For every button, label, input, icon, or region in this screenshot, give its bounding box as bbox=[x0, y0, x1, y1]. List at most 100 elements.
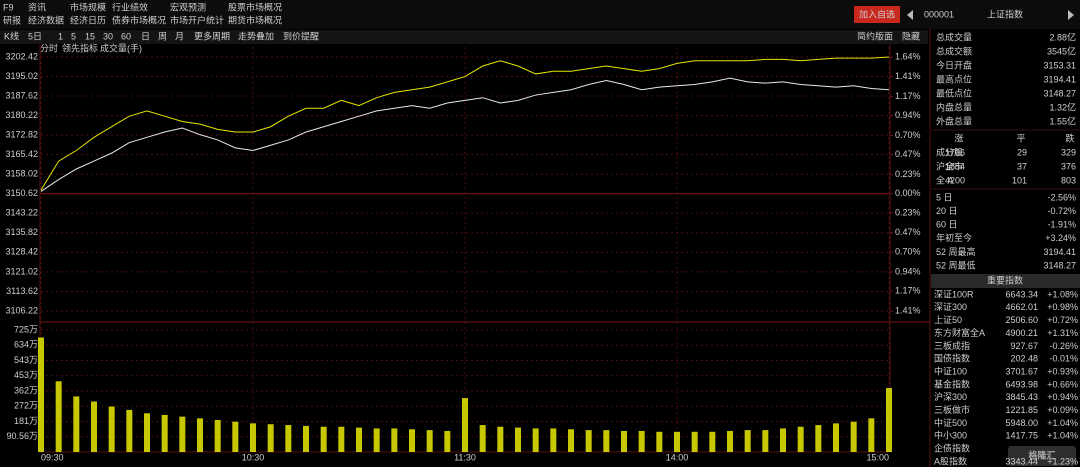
index-name[interactable]: 三板做市 bbox=[934, 404, 970, 415]
menu-item[interactable]: 市场开户统计 bbox=[170, 14, 224, 25]
price-line bbox=[40, 77, 890, 192]
index-name[interactable]: 深证100R bbox=[934, 289, 974, 299]
toolbar-item[interactable]: 简约版面 bbox=[857, 30, 893, 41]
volume-bar bbox=[38, 337, 44, 452]
volume-bar bbox=[797, 426, 804, 452]
index-name[interactable]: 基金指数 bbox=[934, 378, 970, 389]
index-name[interactable]: 上证50 bbox=[934, 315, 962, 325]
breadth-header: 跌 bbox=[1065, 133, 1074, 143]
breadth-cell: 4200 bbox=[945, 175, 965, 185]
volume-bar bbox=[320, 426, 327, 452]
toolbar-item[interactable]: 5 bbox=[71, 31, 76, 41]
volume-bar bbox=[303, 425, 309, 452]
return-value: -1.91% bbox=[1047, 220, 1076, 230]
x-tick-label: 15:00 bbox=[866, 452, 889, 462]
y2-tick-label: 0.94% bbox=[895, 110, 921, 120]
index-name[interactable]: 中证100 bbox=[934, 365, 967, 376]
toolbar-item[interactable]: 日 bbox=[141, 31, 150, 41]
menu-item[interactable]: 市场规模 bbox=[70, 1, 106, 12]
volume-bar bbox=[179, 416, 186, 452]
summary-label: 最低点位 bbox=[936, 87, 972, 98]
volume-bar bbox=[850, 421, 857, 452]
y-tick-label: 3158.02 bbox=[5, 169, 38, 179]
index-value: 1221.85 bbox=[1005, 405, 1038, 415]
toolbar-item[interactable]: 到价提醒 bbox=[283, 30, 319, 41]
volume-bar bbox=[868, 418, 875, 452]
volume-bar bbox=[144, 413, 150, 452]
volume-bar bbox=[603, 430, 610, 452]
y2-tick-label: 0.00% bbox=[895, 188, 921, 198]
y-tick-label: 3150.62 bbox=[5, 188, 38, 198]
volume-bar bbox=[744, 430, 751, 452]
toolbar-item[interactable]: 5日 bbox=[28, 31, 42, 41]
toolbar-item[interactable]: 15 bbox=[85, 31, 95, 41]
volume-bar bbox=[691, 431, 698, 452]
add-favorite-button[interactable] bbox=[854, 6, 900, 23]
index-value: 927.67 bbox=[1010, 341, 1038, 351]
toolbar-item[interactable]: 1 bbox=[58, 31, 63, 41]
menu-item[interactable]: 行业绩效 bbox=[112, 1, 148, 12]
index-value: 202.48 bbox=[1010, 354, 1038, 364]
menu-item[interactable]: 股票市场概况 bbox=[228, 1, 282, 12]
toolbar bbox=[0, 30, 928, 44]
menu-item[interactable]: 资讯 bbox=[28, 2, 46, 12]
summary-label: 外盘总量 bbox=[936, 115, 972, 126]
breadth-header: 平 bbox=[1016, 133, 1025, 143]
next-arrow[interactable] bbox=[1068, 10, 1074, 20]
stock-code: 000001 bbox=[924, 9, 954, 19]
y-tick-label: 3187.62 bbox=[5, 90, 38, 100]
toolbar-item[interactable]: 30 bbox=[103, 31, 113, 41]
return-value: -0.72% bbox=[1047, 206, 1076, 216]
x-tick-label: 10:30 bbox=[242, 452, 265, 462]
menu-item[interactable]: 债券市场概况 bbox=[112, 14, 166, 25]
y2-tick-label: 1.17% bbox=[895, 285, 921, 295]
volume-bar bbox=[621, 430, 627, 452]
x-tick-label: 11:30 bbox=[454, 452, 476, 462]
toolbar-item[interactable]: 更多周期 bbox=[194, 30, 230, 41]
y-tick-label: 3165.42 bbox=[5, 149, 38, 159]
volume-bar bbox=[285, 425, 292, 452]
return-label: 5 日 bbox=[936, 192, 953, 202]
index-name[interactable]: 中小300 bbox=[934, 430, 967, 441]
toolbar-item[interactable]: 走势叠加 bbox=[238, 30, 274, 41]
y-tick-label: 3135.82 bbox=[5, 227, 38, 237]
toolbar-item[interactable]: K线 bbox=[4, 30, 19, 41]
index-name[interactable]: 企债指数 bbox=[934, 443, 970, 454]
return-label: 52 周最高 bbox=[936, 246, 976, 257]
toolbar-item[interactable]: 60 bbox=[121, 31, 131, 41]
volume-bar bbox=[373, 428, 380, 452]
menu-item[interactable]: 经济日历 bbox=[70, 14, 106, 25]
volume-bar bbox=[709, 431, 716, 452]
prev-arrow[interactable] bbox=[907, 10, 913, 20]
y-tick-label: 181万 bbox=[14, 416, 38, 426]
volume-bar bbox=[762, 430, 769, 452]
y2-tick-label: 1.17% bbox=[895, 91, 921, 101]
volume-bar bbox=[780, 428, 786, 452]
index-name[interactable]: 国债指数 bbox=[934, 353, 970, 364]
menu-item[interactable]: 宏观预测 bbox=[170, 1, 206, 12]
index-name[interactable]: A股指数 bbox=[934, 455, 967, 466]
menu-item[interactable]: 期货市场概况 bbox=[228, 14, 282, 25]
toolbar-item[interactable]: 月 bbox=[175, 31, 184, 41]
volume-bar bbox=[532, 428, 539, 452]
index-change: +0.72% bbox=[1047, 315, 1078, 325]
volume-bar bbox=[214, 420, 221, 452]
y2-tick-label: 0.94% bbox=[895, 266, 921, 276]
button-label[interactable]: 加入自选 bbox=[859, 8, 895, 19]
volume-bar bbox=[479, 425, 486, 452]
toolbar-item[interactable]: 周 bbox=[158, 31, 167, 41]
toolbar-item[interactable]: 隐藏 bbox=[902, 30, 920, 41]
index-name[interactable]: 三板成指 bbox=[934, 340, 970, 351]
indicator-tab[interactable]: 分时 bbox=[40, 42, 58, 53]
price-line bbox=[40, 56, 890, 191]
y2-tick-label: 1.41% bbox=[895, 71, 921, 81]
menu-item[interactable]: 经济数据 bbox=[28, 14, 64, 25]
index-name[interactable]: 东方财富全A bbox=[934, 327, 985, 338]
y-tick-label: 3180.22 bbox=[5, 110, 38, 120]
menu-item[interactable]: F9 bbox=[3, 2, 14, 12]
menu-item[interactable]: 研报 bbox=[3, 14, 21, 25]
index-name[interactable]: 沪深300 bbox=[934, 391, 967, 402]
volume-bar bbox=[833, 423, 839, 452]
index-name[interactable]: 中证500 bbox=[934, 417, 967, 428]
index-name[interactable]: 深证300 bbox=[934, 302, 967, 312]
